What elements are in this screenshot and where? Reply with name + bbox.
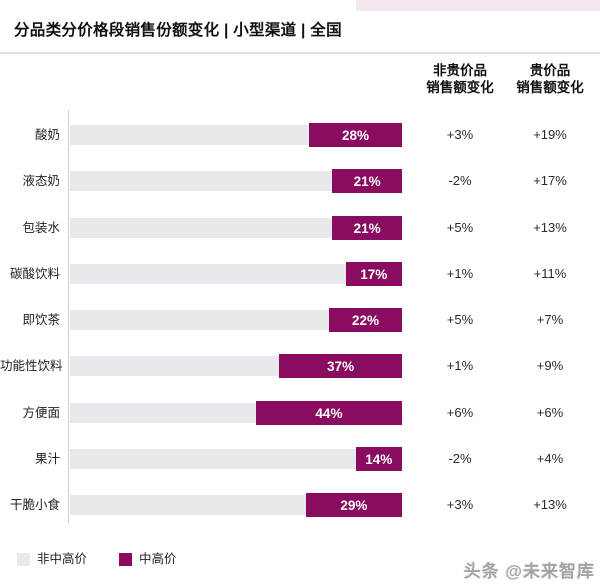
category-label: 包装水 [22,221,60,235]
column-header-premium-line2: 销售额变化 [516,80,584,95]
category-label: 液态奶 [22,174,60,188]
nonpremium-change-value: +5% [446,312,474,327]
legend-label-midhigh: 中高价 [139,552,177,566]
nonpremium-change-value: +5% [446,220,474,235]
bar-segment-midhigh: 44% [255,401,402,425]
legend-swatch-non-midhigh [17,553,30,566]
bar-value-label: 29% [340,497,368,513]
bar-segment-midhigh: 37% [279,354,402,378]
bar-value-label: 21% [353,220,381,236]
nonpremium-change-value: +1% [446,358,474,373]
premium-change-value: +13% [533,220,567,235]
category-label: 方便面 [22,406,60,420]
bar-segment-midhigh: 21% [332,169,402,193]
chart-row: 酸奶 28% +3% +19% [0,123,600,147]
column-header-premium-line1: 贵价品 [529,63,571,78]
nonpremium-change-value: +3% [446,127,474,142]
bar-value-label: 17% [360,266,388,282]
premium-change-value: +17% [533,173,567,188]
bar-segment-midhigh: 14% [355,447,402,471]
bar-segment-non-midhigh [70,310,402,330]
legend-label-non-midhigh: 非中高价 [37,552,88,566]
y-axis-line [68,110,69,523]
column-header-premium: 贵价品 销售额变化 [502,62,598,96]
premium-change-value: +7% [536,312,564,327]
bar-value-label: 37% [327,358,355,374]
column-header-nonpremium: 非贵价品 销售额变化 [412,62,508,96]
bar-value-label: 28% [341,127,370,143]
bar-segment-midhigh: 28% [309,123,402,147]
bar-value-label: 14% [365,451,393,467]
chart-row: 功能性饮料 37% +1% +9% [0,354,600,378]
nonpremium-change-value: +6% [446,405,474,420]
chart-row: 干脆小食 29% +3% +13% [0,493,600,517]
premium-change-value: +11% [533,266,567,281]
category-label: 碳酸饮料 [9,267,60,281]
chart-title: 分品类分价格段销售份额变化 | 小型渠道 | 全国 [14,22,342,39]
bar-segment-non-midhigh [70,171,402,191]
bar-segment-non-midhigh [70,218,402,238]
title-separator [0,52,600,54]
bar-segment-midhigh: 29% [305,493,402,517]
bar-segment-non-midhigh [70,449,402,469]
category-label: 功能性饮料 [0,359,63,373]
column-header-nonpremium-line2: 销售额变化 [426,80,494,95]
nonpremium-change-value: +3% [446,497,474,512]
premium-change-value: +9% [536,358,564,373]
chart-row: 包装水 21% +5% +13% [0,216,600,240]
top-decoration-strip [356,0,600,11]
legend: 非中高价 中高价 [0,550,420,570]
premium-change-value: +19% [533,127,567,142]
chart-row: 果汁 14% -2% +4% [0,447,600,471]
nonpremium-change-value: -2% [448,451,472,466]
chart-row: 方便面 44% +6% +6% [0,401,600,425]
category-label: 果汁 [34,452,60,466]
category-label: 酸奶 [34,128,60,142]
bar-segment-midhigh: 21% [332,216,402,240]
premium-change-value: +4% [536,451,564,466]
nonpremium-change-value: -2% [448,173,472,188]
category-label: 干脆小食 [9,498,60,512]
chart-row: 液态奶 21% -2% +17% [0,169,600,193]
premium-change-value: +6% [536,405,564,420]
premium-change-value: +13% [533,497,567,512]
bar-value-label: 21% [353,173,381,189]
column-header-nonpremium-line1: 非贵价品 [433,63,487,78]
bar-segment-non-midhigh [70,264,402,284]
bar-segment-midhigh: 17% [345,262,402,286]
legend-swatch-midhigh [119,553,132,566]
nonpremium-change-value: +1% [446,266,474,281]
watermark-toutiao: 头条 @未来智库 [463,562,595,581]
bar-value-label: 44% [315,405,343,421]
chart-row: 即饮茶 22% +5% +7% [0,308,600,332]
bar-segment-midhigh: 22% [328,308,402,332]
bar-value-label: 22% [351,312,379,328]
chart-row: 碳酸饮料 17% +1% +11% [0,262,600,286]
category-label: 即饮茶 [22,313,60,327]
